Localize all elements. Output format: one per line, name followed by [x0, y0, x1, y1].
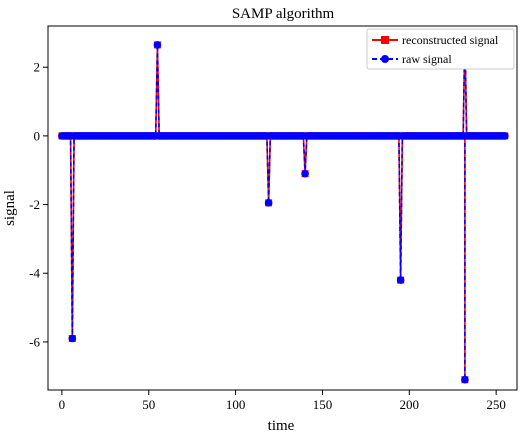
x-axis: 0 50 100 150 200 250	[59, 390, 506, 412]
x-tick-label: 50	[142, 397, 155, 412]
legend-marker-raw	[381, 55, 389, 63]
y-tick-label: 0	[34, 128, 41, 143]
x-tick-label: 150	[313, 397, 333, 412]
data-point-raw	[501, 132, 509, 140]
y-tick-label: -4	[29, 266, 40, 281]
x-axis-label: time	[268, 418, 295, 434]
data-point-raw	[396, 276, 405, 284]
x-tick-label: 0	[59, 397, 66, 412]
legend-box	[366, 28, 515, 70]
plot-area	[48, 26, 517, 390]
data-point-raw	[68, 334, 77, 343]
x-tick-label: 200	[400, 397, 420, 412]
plot-frame	[47, 25, 518, 391]
legend-marker-reconstructed	[381, 36, 389, 44]
data-point-raw	[153, 41, 162, 49]
x-tick-label: 250	[486, 397, 506, 412]
data-point-raw	[264, 199, 273, 207]
y-tick-label: -2	[29, 197, 40, 212]
y-tick-label: -6	[29, 334, 40, 349]
legend-label-reconstructed: reconstructed signal	[402, 33, 499, 47]
legend-label-raw: raw signal	[402, 52, 452, 66]
y-axis: 2 0 -2 -4 -6	[29, 60, 48, 349]
legend: reconstructed signal raw signal	[366, 28, 515, 70]
data-point-raw	[301, 169, 309, 178]
chart-title: SAMP algorithm	[232, 6, 335, 22]
y-axis-label: signal	[2, 190, 18, 226]
data-point-raw	[461, 375, 469, 384]
series-layer	[58, 29, 509, 384]
x-tick-label: 100	[226, 397, 246, 412]
y-tick-label: 2	[34, 60, 41, 75]
